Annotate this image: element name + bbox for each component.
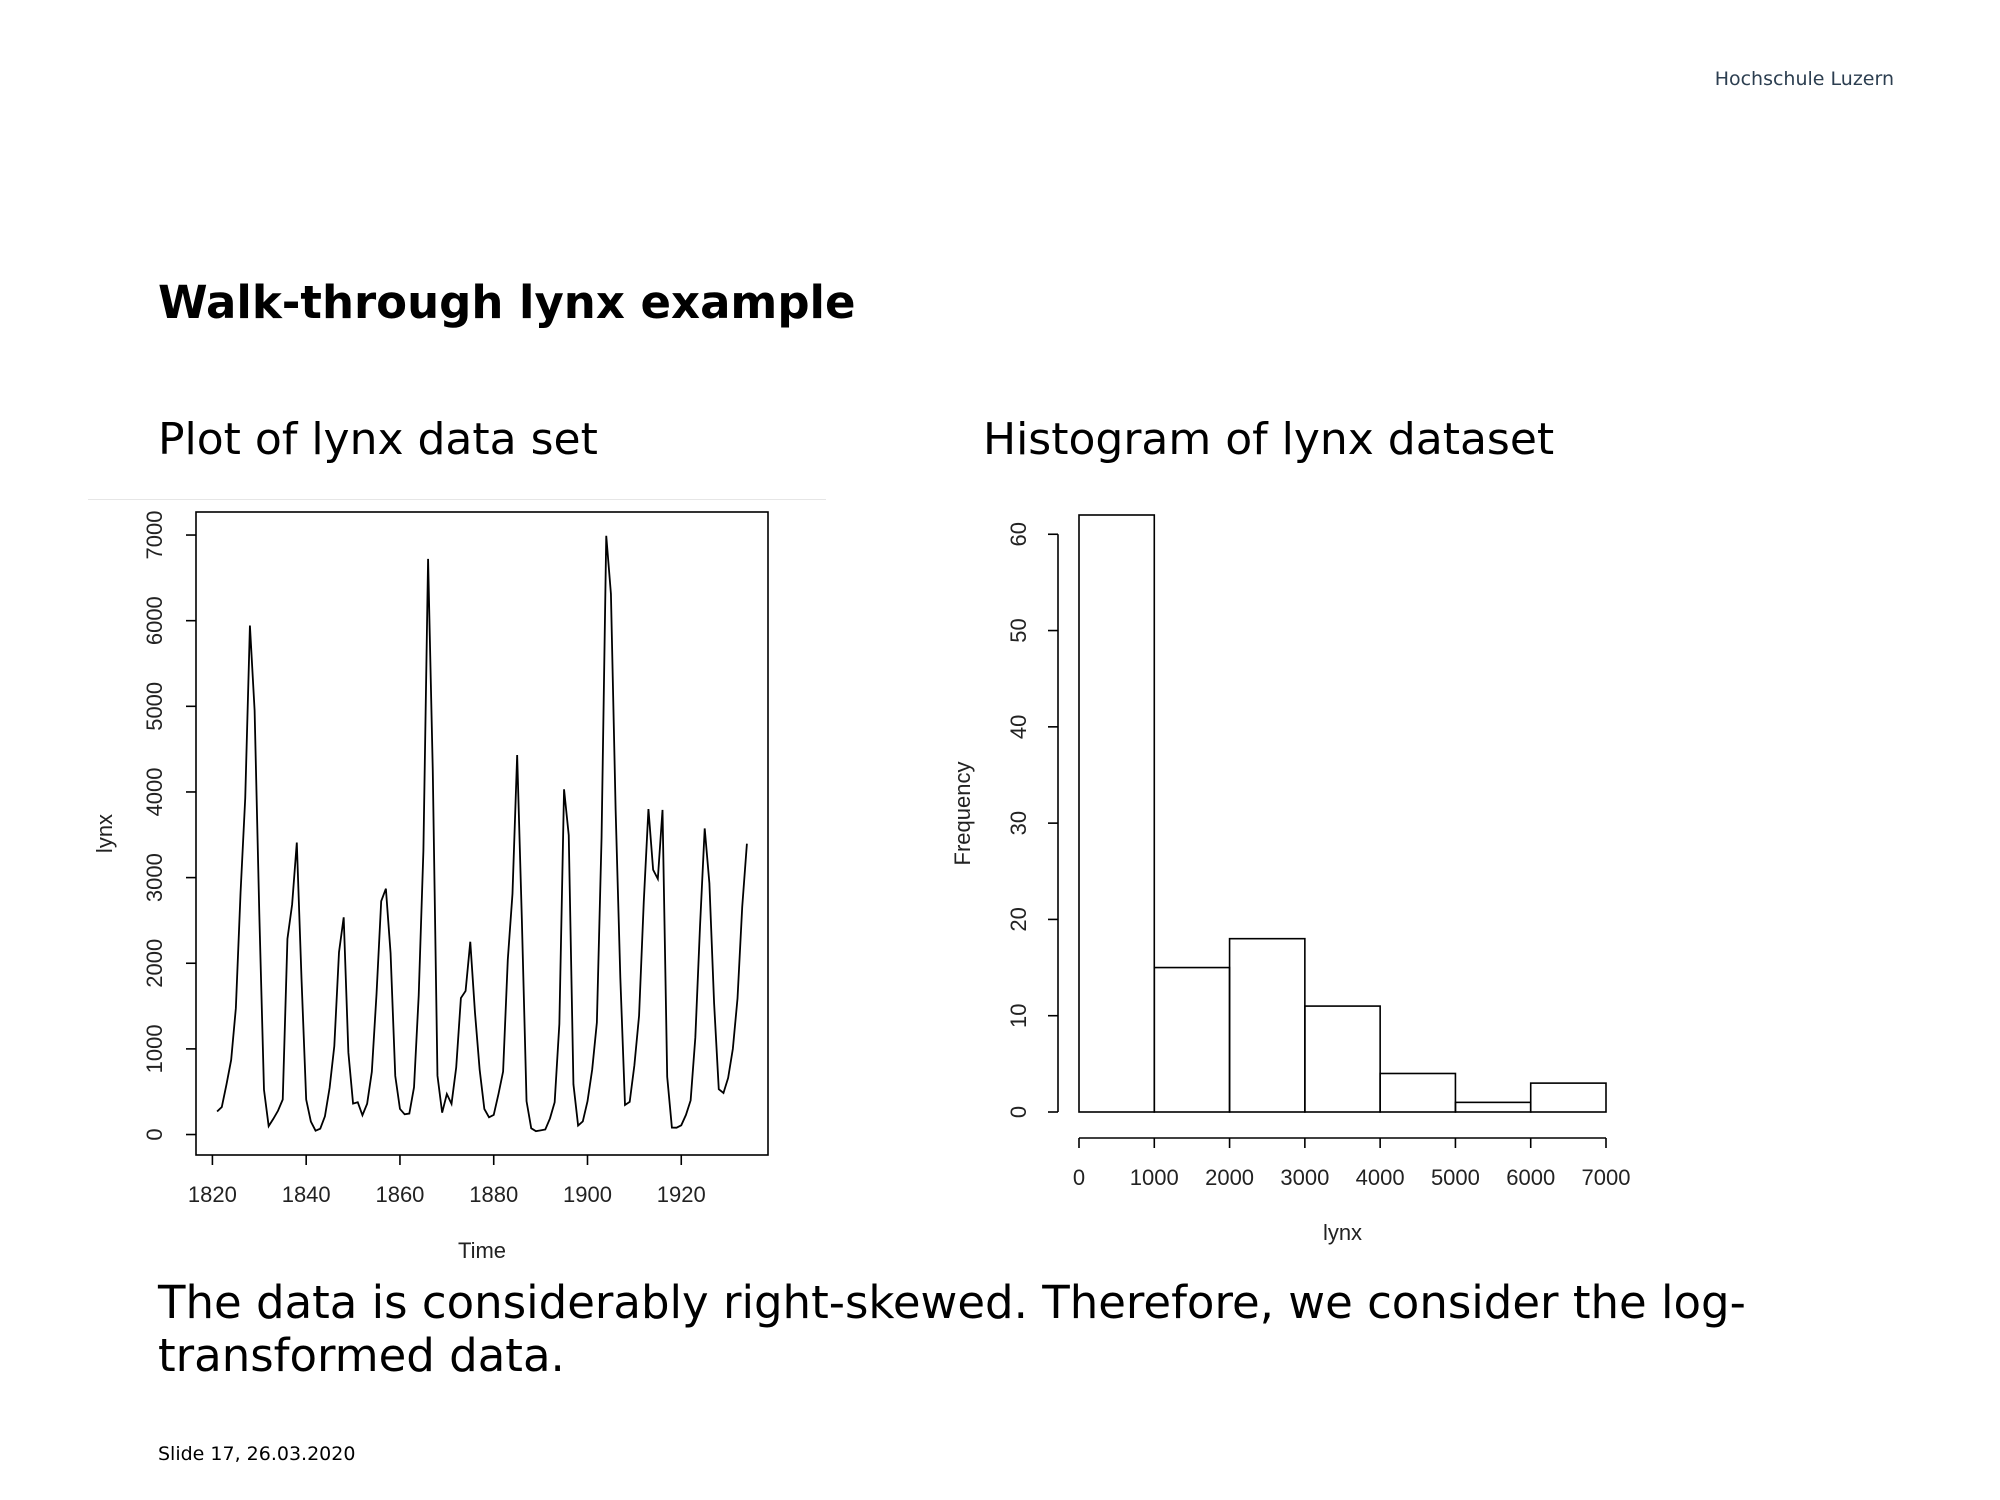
histogram-bar [1379,1072,1457,1113]
y-tick-label: 6000 [142,596,167,645]
x-tick-label: 4000 [1356,1165,1405,1190]
y-tick-label: 1000 [142,1024,167,1073]
y-axis-label: lynx [92,814,117,853]
y-tick-label: 50 [1006,618,1031,642]
y-tick-label: 0 [142,1128,167,1140]
x-tick-label: 3000 [1280,1165,1329,1190]
y-tick-label: 40 [1006,715,1031,739]
y-tick-label: 5000 [142,682,167,731]
slide-title: Walk-through lynx example [158,276,856,329]
y-tick-label: 0 [1006,1106,1031,1118]
x-tick-label: 1840 [282,1182,331,1207]
x-tick-label: 7000 [1582,1165,1631,1190]
x-tick-label: 1920 [657,1182,706,1207]
histogram-bar [1454,1101,1532,1113]
x-tick-label: 1000 [1130,1165,1179,1190]
chart-subtitle: Plot of lynx data set [158,414,598,465]
x-tick-label: 5000 [1431,1165,1480,1190]
x-tick-label: 2000 [1205,1165,1254,1190]
y-tick-label: 60 [1006,522,1031,546]
y-tick-label: 2000 [142,939,167,988]
plot-frame [195,511,769,1156]
y-tick-label: 10 [1006,1003,1031,1027]
x-tick-label: 1900 [563,1182,612,1207]
histogram-bar [1529,1082,1607,1113]
x-axis-label: Time [458,1238,506,1263]
x-tick-label: 1820 [188,1182,237,1207]
data-line [216,535,748,1133]
brand: Hochschule Luzern [1714,68,1894,90]
histogram-bar [1304,1005,1381,1113]
y-tick-label: 30 [1006,811,1031,835]
histogram-bar [1153,966,1231,1113]
x-tick-label: 1860 [375,1182,424,1207]
y-axis-label: Frequency [950,762,975,866]
chart-subtitle: Histogram of lynx dataset [983,414,1555,465]
histogram-bar [1228,937,1306,1113]
footer: Slide 17, 26.03.2020 [158,1443,356,1465]
x-axis-label: lynx [1323,1220,1362,1245]
x-tick-label: 1880 [469,1182,518,1207]
separator [88,499,826,500]
y-tick-label: 20 [1006,907,1031,931]
y-tick-label: 7000 [142,511,167,560]
body-text: The data is considerably right-skewed. T… [158,1276,1746,1382]
y-tick-label: 3000 [142,853,167,902]
y-tick-label: 4000 [142,767,167,816]
x-tick-label: 0 [1073,1165,1085,1190]
x-tick-label: 6000 [1506,1165,1555,1190]
histogram-bar [1078,514,1156,1113]
